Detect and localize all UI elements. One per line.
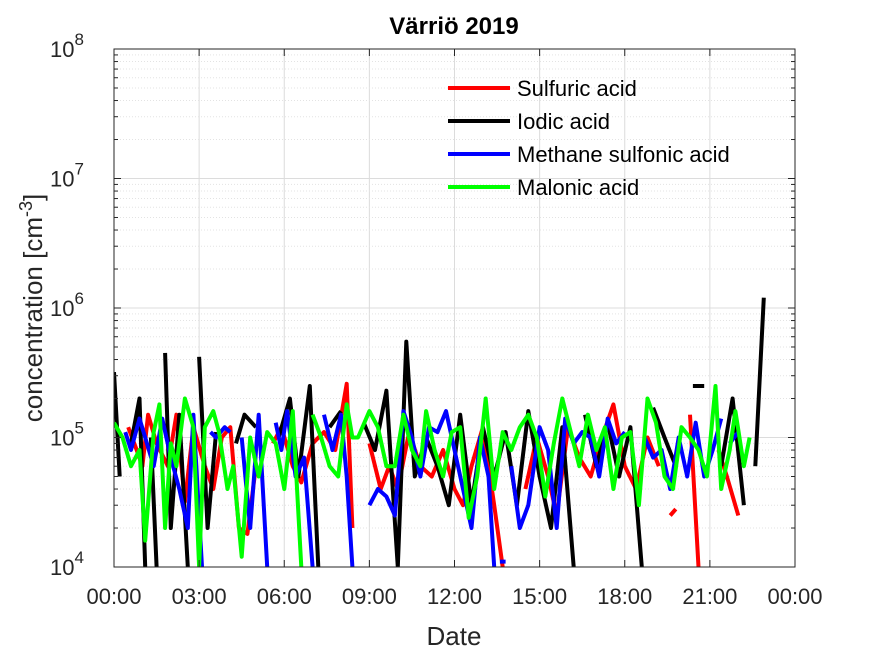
- x-tick-label: 09:00: [342, 584, 397, 609]
- x-tick-label: 00:00: [86, 584, 141, 609]
- series-lines: [114, 297, 766, 567]
- y-tick-label: 104: [50, 548, 84, 580]
- axis-ticks: 00:00 03:00 06:00 09:00 12:00 15:00 18:00 21:00…: [50, 30, 822, 609]
- legend: Sulfuric acid Iodic acid Methane sulfonic …: [448, 76, 730, 200]
- x-tick-label: 12:00: [427, 584, 482, 609]
- y-axis-title-exponent: -3: [16, 201, 36, 217]
- legend-label-sulfuric-acid: Sulfuric acid: [517, 76, 637, 101]
- x-tick-label: 03:00: [172, 584, 227, 609]
- y-axis-title-text: concentration [cm: [18, 217, 48, 422]
- chart-title: Värriö 2019: [389, 13, 518, 40]
- legend-label-methane-sulfonic-acid: Methane sulfonic acid: [517, 142, 730, 167]
- x-tick-label: 21:00: [682, 584, 737, 609]
- y-tick-label: 107: [50, 160, 84, 192]
- y-tick-label: 108: [50, 30, 84, 62]
- legend-label-malonic-acid: Malonic acid: [517, 175, 639, 200]
- y-tick-label: 106: [50, 289, 84, 321]
- series-line-malonic-acid: [114, 384, 752, 567]
- x-tick-label: 18:00: [597, 584, 652, 609]
- y-axis-title: concentration [cm-3]: [16, 194, 48, 422]
- x-tick-label: 06:00: [257, 584, 312, 609]
- y-tick-label: 105: [50, 419, 84, 451]
- x-tick-label: 15:00: [512, 584, 567, 609]
- y-axis-title-close: ]: [18, 194, 48, 201]
- x-axis-title: Date: [427, 621, 482, 651]
- legend-label-iodic-acid: Iodic acid: [517, 109, 610, 134]
- x-tick-label: 00:00: [767, 584, 822, 609]
